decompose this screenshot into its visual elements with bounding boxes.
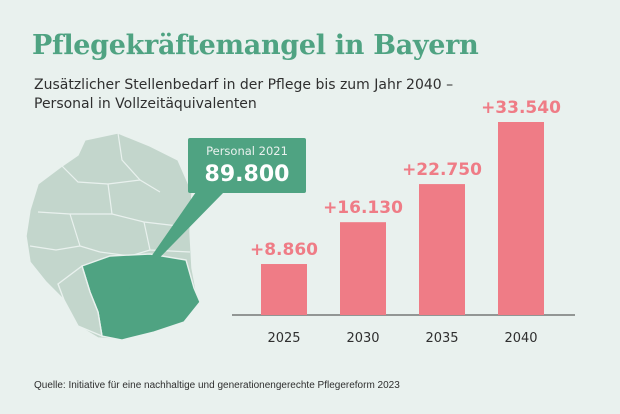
map-baden-wuerttemberg [57,264,103,338]
bar-value-label-2030: +16.130 [323,198,403,218]
bar-value-label-2035: +22.750 [402,160,482,180]
callout: Personal 2021 89.800 [128,138,306,290]
subtitle-line-1: Zusätzlicher Stellenbedarf in der Pflege… [34,77,454,93]
x-tick-label-2035: 2035 [425,331,458,346]
chart-title: Pflegekräftemangel in Bayern [32,30,479,61]
bar-2035 [419,184,465,315]
x-tick-label-2040: 2040 [504,331,537,346]
bar-chart: +8.860 2025 +16.130 2030 +22.750 2035 +33.540 2… [232,98,575,346]
bar-2030 [340,222,386,315]
bar-value-label-2025: +8.860 [250,240,318,260]
callout-label: Personal 2021 [206,144,288,158]
source-note: Quelle: Initiative für eine nachhaltige … [34,380,400,391]
callout-value: 89.800 [205,162,290,187]
callout-pointer [128,192,224,290]
callout-box [188,138,306,193]
bar-2040 [498,122,544,315]
subtitle-line-2: Personal in Vollzeitäquivalenten [34,96,257,112]
x-tick-label-2030: 2030 [346,331,379,346]
bar-value-label-2040: +33.540 [481,98,561,118]
bar-2025 [261,264,307,315]
x-tick-label-2025: 2025 [267,331,300,346]
germany-map [25,132,201,341]
chart-subtitle: Zusätzlicher Stellenbedarf in der Pflege… [34,76,453,114]
map-state-borders [29,132,191,257]
